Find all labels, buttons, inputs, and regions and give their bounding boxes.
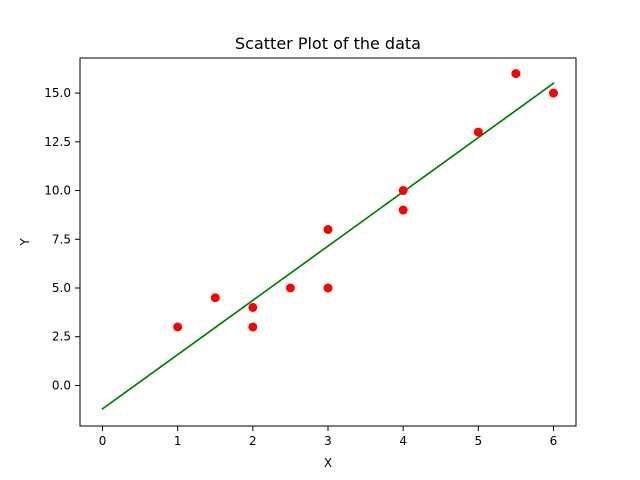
x-axis-label: X [324, 456, 332, 470]
data-point [511, 69, 521, 79]
y-tick-label: 7.5 [52, 232, 71, 246]
data-point [473, 127, 483, 137]
data-point [398, 205, 408, 215]
plot-marks [101, 69, 558, 411]
chart-title: Scatter Plot of the data [235, 34, 421, 53]
y-tick-label: 10.0 [44, 184, 71, 198]
data-point [548, 88, 558, 98]
data-point [398, 186, 408, 196]
x-tick-label: 1 [174, 434, 182, 448]
x-tick-label: 2 [249, 434, 257, 448]
x-tick-label: 0 [99, 434, 107, 448]
data-point [323, 225, 333, 235]
data-point [173, 322, 183, 332]
x-tick-label: 5 [474, 434, 482, 448]
y-axis-label: Y [18, 238, 32, 247]
x-tick-label: 3 [324, 434, 332, 448]
x-tick-label: 6 [550, 434, 558, 448]
data-point [248, 302, 258, 312]
y-tick-label: 0.0 [52, 378, 71, 392]
data-point [210, 293, 220, 303]
regression-line [101, 82, 555, 411]
data-point [248, 322, 258, 332]
y-tick-label: 12.5 [44, 135, 71, 149]
data-point [285, 283, 295, 293]
x-tick-label: 4 [399, 434, 407, 448]
plot-area: 0 1 2 3 4 5 6 0.0 2.5 5.0 7.5 10.0 12.5 15.0 [44, 57, 577, 448]
y-tick-label: 15.0 [44, 86, 71, 100]
y-tick-label: 5.0 [52, 281, 71, 295]
y-tick-label: 2.5 [52, 330, 71, 344]
data-point [323, 283, 333, 293]
